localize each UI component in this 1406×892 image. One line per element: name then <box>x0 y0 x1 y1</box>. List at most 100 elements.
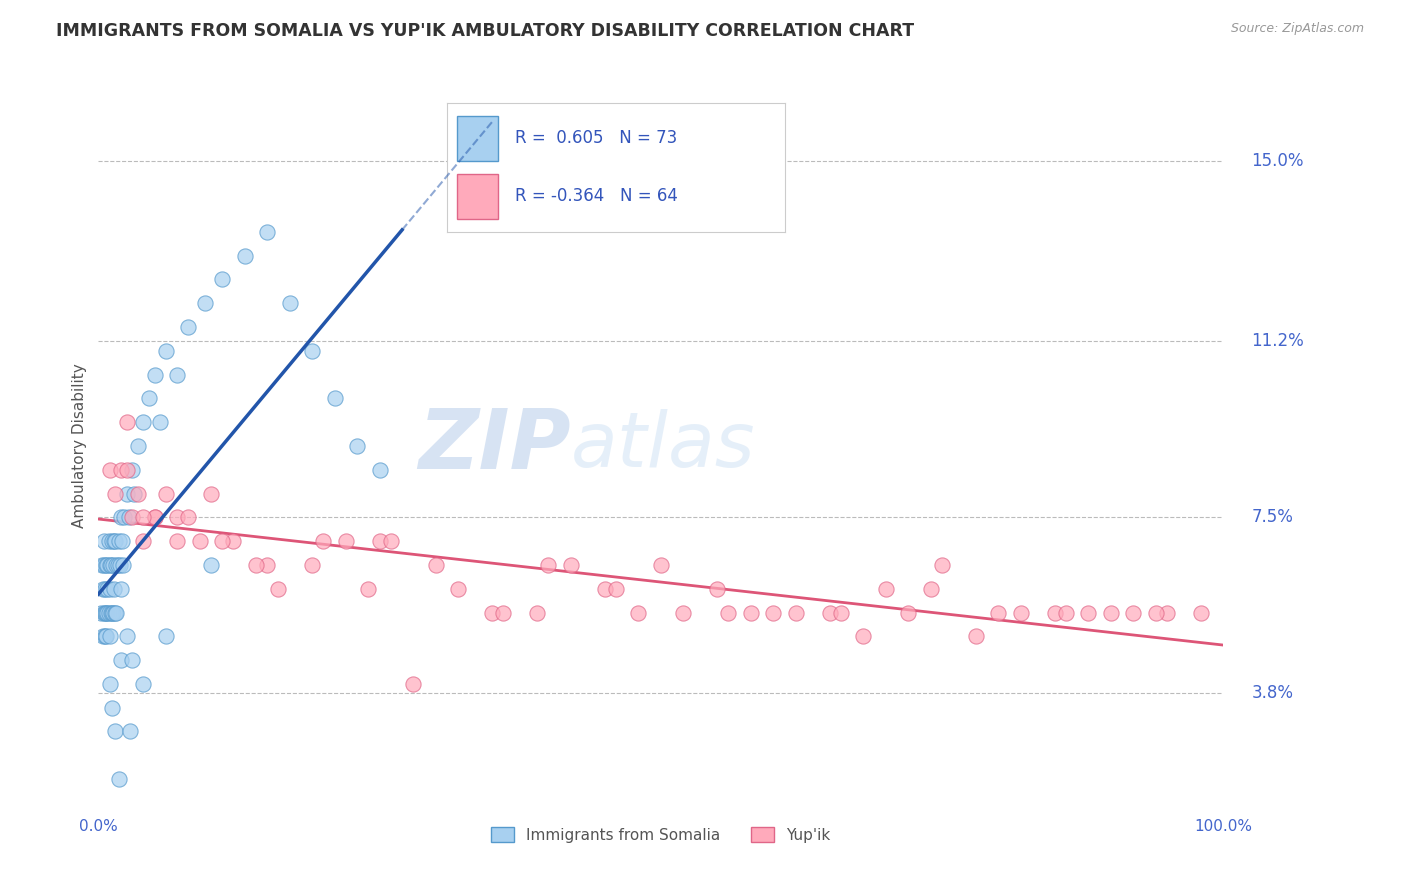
Point <box>91 629 114 643</box>
Point <box>93 558 115 572</box>
Point <box>380 534 402 549</box>
Text: ZIP: ZIP <box>418 406 571 486</box>
Point <box>1010 606 1032 620</box>
Point <box>101 606 124 620</box>
Point <box>104 534 127 549</box>
Point <box>121 463 143 477</box>
Point <box>107 772 129 786</box>
Point <box>323 392 346 406</box>
Point <box>127 439 149 453</box>
Point <box>1144 606 1167 620</box>
Point <box>132 415 155 429</box>
Point <box>166 368 188 382</box>
Point <box>104 486 127 500</box>
Point <box>112 510 135 524</box>
Point <box>98 582 121 596</box>
Point <box>121 653 143 667</box>
Point <box>118 510 141 524</box>
Point <box>96 558 118 572</box>
Point <box>124 486 146 500</box>
Point <box>593 582 616 596</box>
Point <box>118 724 141 739</box>
Point <box>96 606 118 620</box>
Point <box>1043 606 1066 620</box>
Point <box>110 582 132 596</box>
Point <box>357 582 380 596</box>
Point <box>301 558 323 572</box>
Point <box>100 606 122 620</box>
Point <box>155 343 177 358</box>
Point <box>233 249 256 263</box>
Point <box>107 558 129 572</box>
Point <box>97 534 120 549</box>
Point <box>110 510 132 524</box>
Point <box>740 606 762 620</box>
Point <box>115 486 138 500</box>
Point <box>177 320 200 334</box>
Point <box>965 629 987 643</box>
Point <box>897 606 920 620</box>
Point <box>1099 606 1122 620</box>
Point <box>132 510 155 524</box>
Point <box>650 558 672 572</box>
Point <box>110 463 132 477</box>
Point <box>107 534 129 549</box>
Point <box>96 629 118 643</box>
Point <box>143 510 166 524</box>
Point <box>132 677 155 691</box>
Point <box>98 677 121 691</box>
Point <box>115 463 138 477</box>
Point <box>105 606 128 620</box>
Point <box>127 486 149 500</box>
Text: 15.0%: 15.0% <box>1251 152 1303 169</box>
Point <box>256 225 278 239</box>
Point <box>103 582 125 596</box>
Point <box>94 582 117 596</box>
Point <box>90 606 112 620</box>
Point <box>110 653 132 667</box>
Point <box>672 606 695 620</box>
Point <box>368 463 391 477</box>
Point <box>132 534 155 549</box>
Point <box>1156 606 1178 620</box>
Point <box>200 486 222 500</box>
Point <box>526 606 548 620</box>
Point <box>97 606 120 620</box>
Point <box>717 606 740 620</box>
Point <box>101 606 124 620</box>
Point <box>112 558 135 572</box>
Point <box>105 558 128 572</box>
Point <box>90 558 112 572</box>
Point <box>143 510 166 524</box>
Point <box>560 558 582 572</box>
Point <box>706 582 728 596</box>
Point <box>931 558 953 572</box>
Point <box>278 296 301 310</box>
Point <box>101 534 124 549</box>
Point <box>101 558 124 572</box>
Point <box>1077 606 1099 620</box>
Point <box>143 368 166 382</box>
Point <box>111 534 134 549</box>
Point <box>346 439 368 453</box>
Point <box>177 510 200 524</box>
Point <box>627 606 650 620</box>
Point <box>492 606 515 620</box>
Point <box>785 606 807 620</box>
Point <box>447 582 470 596</box>
Legend: Immigrants from Somalia, Yup'ik: Immigrants from Somalia, Yup'ik <box>485 821 837 848</box>
Point <box>245 558 267 572</box>
Point <box>875 582 897 596</box>
Point <box>166 510 188 524</box>
Point <box>481 606 503 620</box>
Point <box>194 296 217 310</box>
Y-axis label: Ambulatory Disability: Ambulatory Disability <box>72 364 87 528</box>
Text: IMMIGRANTS FROM SOMALIA VS YUP'IK AMBULATORY DISABILITY CORRELATION CHART: IMMIGRANTS FROM SOMALIA VS YUP'IK AMBULA… <box>56 22 914 40</box>
Point <box>987 606 1010 620</box>
Point <box>267 582 290 596</box>
Point <box>762 606 785 620</box>
Point <box>94 606 117 620</box>
Text: 11.2%: 11.2% <box>1251 333 1305 351</box>
Point <box>98 629 121 643</box>
Point <box>96 606 118 620</box>
